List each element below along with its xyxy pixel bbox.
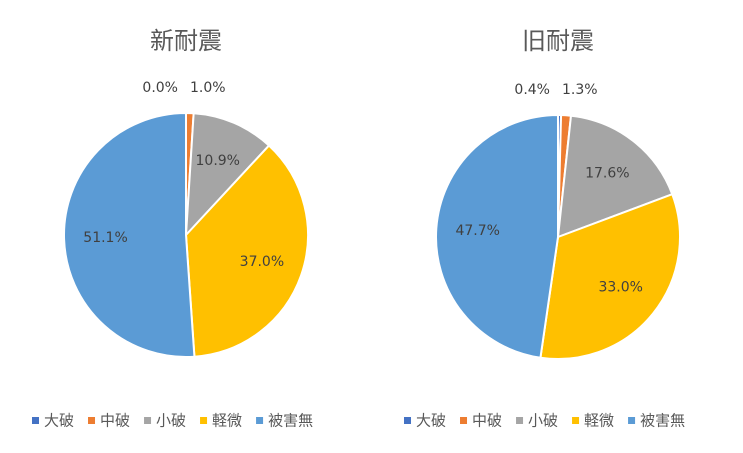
chart-title: 旧耐震: [522, 27, 594, 55]
data-label: 0.4%: [514, 82, 550, 98]
legend-marker: [516, 417, 524, 424]
legend-label: 被害無: [268, 412, 313, 430]
legend-label: 中破: [100, 412, 130, 430]
data-label: 1.0%: [190, 80, 226, 96]
legend-marker: [628, 417, 636, 424]
legend-label: 中破: [472, 412, 502, 430]
legend-label: 小破: [156, 412, 186, 430]
pie-slice: [435, 113, 559, 359]
data-label: 17.6%: [585, 165, 629, 181]
data-label: 0.0%: [142, 80, 178, 96]
pie-slice: [63, 111, 196, 358]
data-label: 51.1%: [83, 230, 127, 246]
legend-marker: [404, 417, 411, 424]
legend-marker: [200, 417, 208, 424]
legend-label: 大破: [44, 412, 74, 430]
legend-marker: [572, 417, 580, 424]
data-label: 10.9%: [196, 153, 240, 169]
pie-slice: [184, 144, 309, 358]
data-label: 37.0%: [240, 254, 284, 270]
legend-marker: [88, 417, 96, 424]
legend-label: 小破: [528, 412, 558, 430]
legend-marker: [460, 417, 468, 424]
pie-slice: [556, 114, 674, 239]
legend-label: 軽微: [584, 412, 614, 430]
pie-slice: [539, 192, 681, 360]
data-label: 47.7%: [455, 223, 499, 239]
data-label: 1.3%: [562, 82, 598, 98]
legend-label: 大破: [416, 412, 446, 430]
legend-label: 軽微: [212, 412, 242, 430]
pie-slice: [184, 112, 271, 238]
legend-marker: [144, 417, 152, 424]
data-label: 33.0%: [598, 280, 642, 296]
legend-marker: [32, 417, 39, 424]
legend-marker: [256, 417, 264, 424]
chart-title: 新耐震: [150, 27, 222, 55]
legend-label: 被害無: [640, 412, 685, 430]
